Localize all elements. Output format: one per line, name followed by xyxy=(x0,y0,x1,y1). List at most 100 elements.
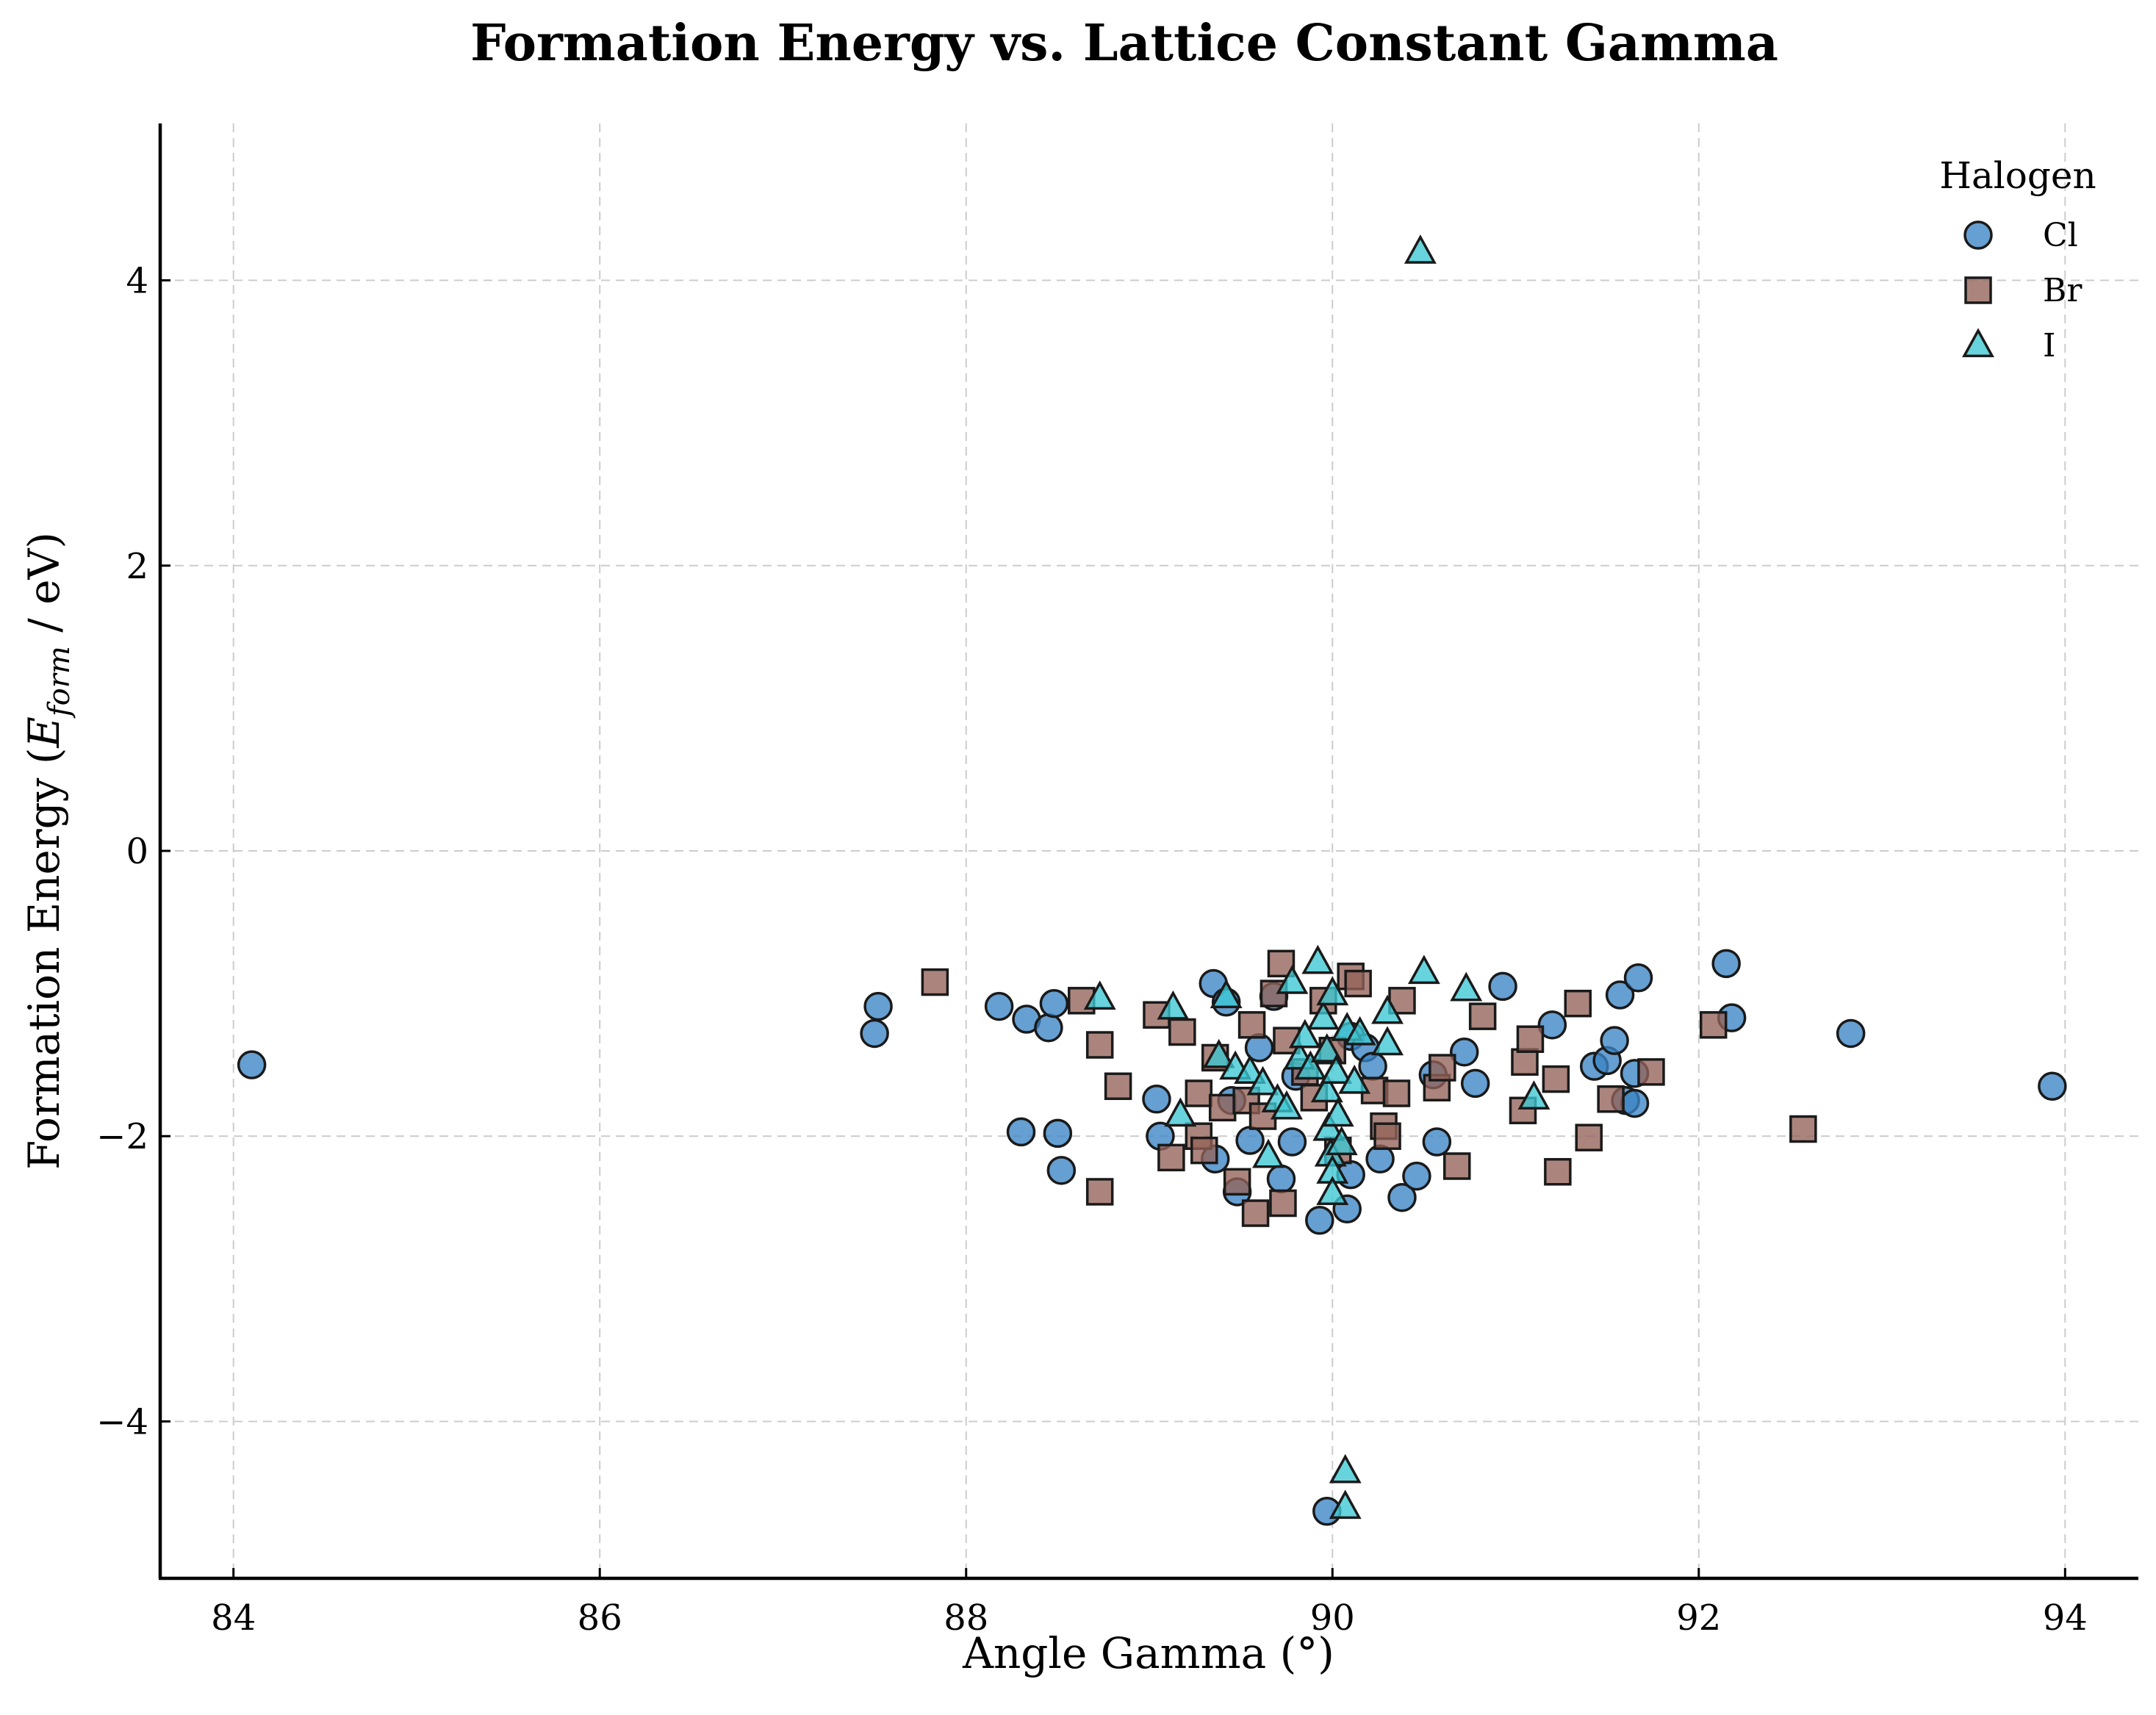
data-point-cl xyxy=(1235,1126,1265,1155)
x-tick-label: 84 xyxy=(211,1597,256,1639)
series-cl xyxy=(237,949,2067,1526)
data-point-cl xyxy=(863,991,893,1021)
data-point-cl xyxy=(1623,963,1653,993)
data-point-br xyxy=(1516,1025,1545,1053)
y-ticks: −4 −2 0 2 4 xyxy=(96,261,170,1442)
legend-label-i: I xyxy=(2043,327,2055,364)
data-point-i xyxy=(1210,979,1243,1009)
data-point-cl xyxy=(1460,1068,1490,1099)
data-point-i xyxy=(1288,1018,1321,1049)
data-point-cl xyxy=(237,1050,267,1079)
data-point-i xyxy=(1202,1038,1235,1068)
data-point-br xyxy=(1468,1002,1497,1030)
legend-item-br: Br xyxy=(1964,272,2083,309)
data-point-br xyxy=(1208,1093,1237,1122)
legend-label-br: Br xyxy=(2043,272,2083,309)
data-point-cl xyxy=(1034,1013,1063,1043)
data-point-br xyxy=(1085,1178,1114,1206)
data-point-br xyxy=(1699,1011,1728,1039)
data-point-cl xyxy=(1836,1018,1866,1049)
data-point-i xyxy=(1164,1097,1197,1127)
y-tick-label: −2 xyxy=(96,1116,148,1157)
data-point-i xyxy=(1276,964,1309,994)
data-point-cl xyxy=(2038,1071,2067,1101)
data-point-br xyxy=(1382,1079,1411,1107)
data-point-br xyxy=(921,968,949,996)
data-point-br xyxy=(1185,1079,1213,1107)
data-point-cl xyxy=(1711,949,1741,979)
legend-marker-br xyxy=(1964,276,1992,304)
data-point-i xyxy=(1234,1054,1267,1085)
legend: Halogen Cl Br I xyxy=(1939,154,2096,364)
data-point-br xyxy=(1190,1136,1218,1165)
legend-item-i: I xyxy=(1962,327,2055,364)
data-point-cl xyxy=(1402,1161,1431,1191)
data-point-i xyxy=(1157,990,1190,1020)
data-point-i xyxy=(1404,234,1437,264)
data-point-br xyxy=(1511,1048,1539,1076)
y-axis-label-subscript: form xyxy=(43,646,76,719)
data-point-br xyxy=(1789,1115,1817,1143)
data-point-i xyxy=(1321,1097,1354,1127)
data-point-br xyxy=(1637,1058,1665,1086)
data-point-br xyxy=(1223,1168,1251,1196)
data-point-i xyxy=(1329,1489,1362,1520)
data-point-cl xyxy=(1605,980,1635,1010)
legend-title: Halogen xyxy=(1939,154,2096,197)
data-point-cl xyxy=(1046,1156,1077,1185)
data-point-i xyxy=(1371,994,1404,1024)
data-point-br xyxy=(1104,1072,1132,1101)
data-point-i xyxy=(1312,1111,1345,1141)
data-point-br xyxy=(1429,1054,1456,1082)
y-axis-label-suffix: / eV) xyxy=(19,532,69,646)
legend-label-cl: Cl xyxy=(2043,217,2078,254)
data-point-i xyxy=(1450,971,1483,1002)
data-point-cl xyxy=(984,991,1014,1021)
data-point-i xyxy=(1083,980,1116,1010)
legend-items: Cl Br I xyxy=(1962,217,2083,364)
data-point-cl xyxy=(1043,1118,1073,1148)
grid xyxy=(160,123,2138,1578)
x-tick-label: 92 xyxy=(1676,1597,1721,1639)
y-tick-label: 2 xyxy=(126,546,148,587)
data-point-br xyxy=(1373,1122,1401,1150)
data-point-i xyxy=(1310,1073,1343,1103)
data-point-cl xyxy=(1488,971,1517,1002)
data-point-br xyxy=(1157,1143,1185,1172)
data-point-cl xyxy=(1006,1117,1036,1147)
data-point-cl xyxy=(1142,1085,1171,1114)
data-point-cl xyxy=(1305,1206,1334,1235)
data-point-i xyxy=(1301,944,1334,974)
data-point-cl xyxy=(1387,1182,1417,1212)
x-ticks: 84 86 88 90 92 94 xyxy=(211,1568,2088,1639)
data-point-i xyxy=(1320,1054,1353,1085)
legend-item-cl: Cl xyxy=(1963,217,2078,254)
x-tick-label: 86 xyxy=(578,1597,622,1639)
data-point-cl xyxy=(1449,1037,1479,1067)
data-point-i xyxy=(1252,1138,1284,1168)
data-point-i xyxy=(1294,1050,1327,1080)
data-point-i xyxy=(1517,1080,1550,1110)
data-point-br xyxy=(1237,1011,1266,1039)
data-point-br xyxy=(1575,1123,1603,1151)
y-tick-label: 0 xyxy=(126,831,148,872)
legend-marker-i xyxy=(1962,328,1994,358)
data-point-br xyxy=(1241,1199,1270,1227)
data-point-br xyxy=(1542,1065,1570,1093)
data-point-i xyxy=(1329,1453,1362,1484)
data-point-cl xyxy=(1537,1010,1567,1040)
data-point-i xyxy=(1407,954,1440,985)
data-point-br xyxy=(1168,1018,1196,1046)
data-point-i xyxy=(1325,1126,1358,1156)
y-tick-label: 4 xyxy=(126,261,148,302)
data-point-i xyxy=(1316,1176,1349,1206)
data-point-i xyxy=(1246,1065,1279,1096)
series-i xyxy=(1083,234,1550,1520)
data-point-cl xyxy=(1266,1164,1296,1194)
data-point-cl xyxy=(1600,1026,1629,1055)
legend-marker-cl xyxy=(1963,220,1993,250)
x-axis-label: Angle Gamma (°) xyxy=(962,1628,1334,1678)
data-point-i xyxy=(1343,1015,1376,1046)
data-point-i xyxy=(1338,1064,1371,1094)
data-point-cl xyxy=(1620,1088,1650,1118)
